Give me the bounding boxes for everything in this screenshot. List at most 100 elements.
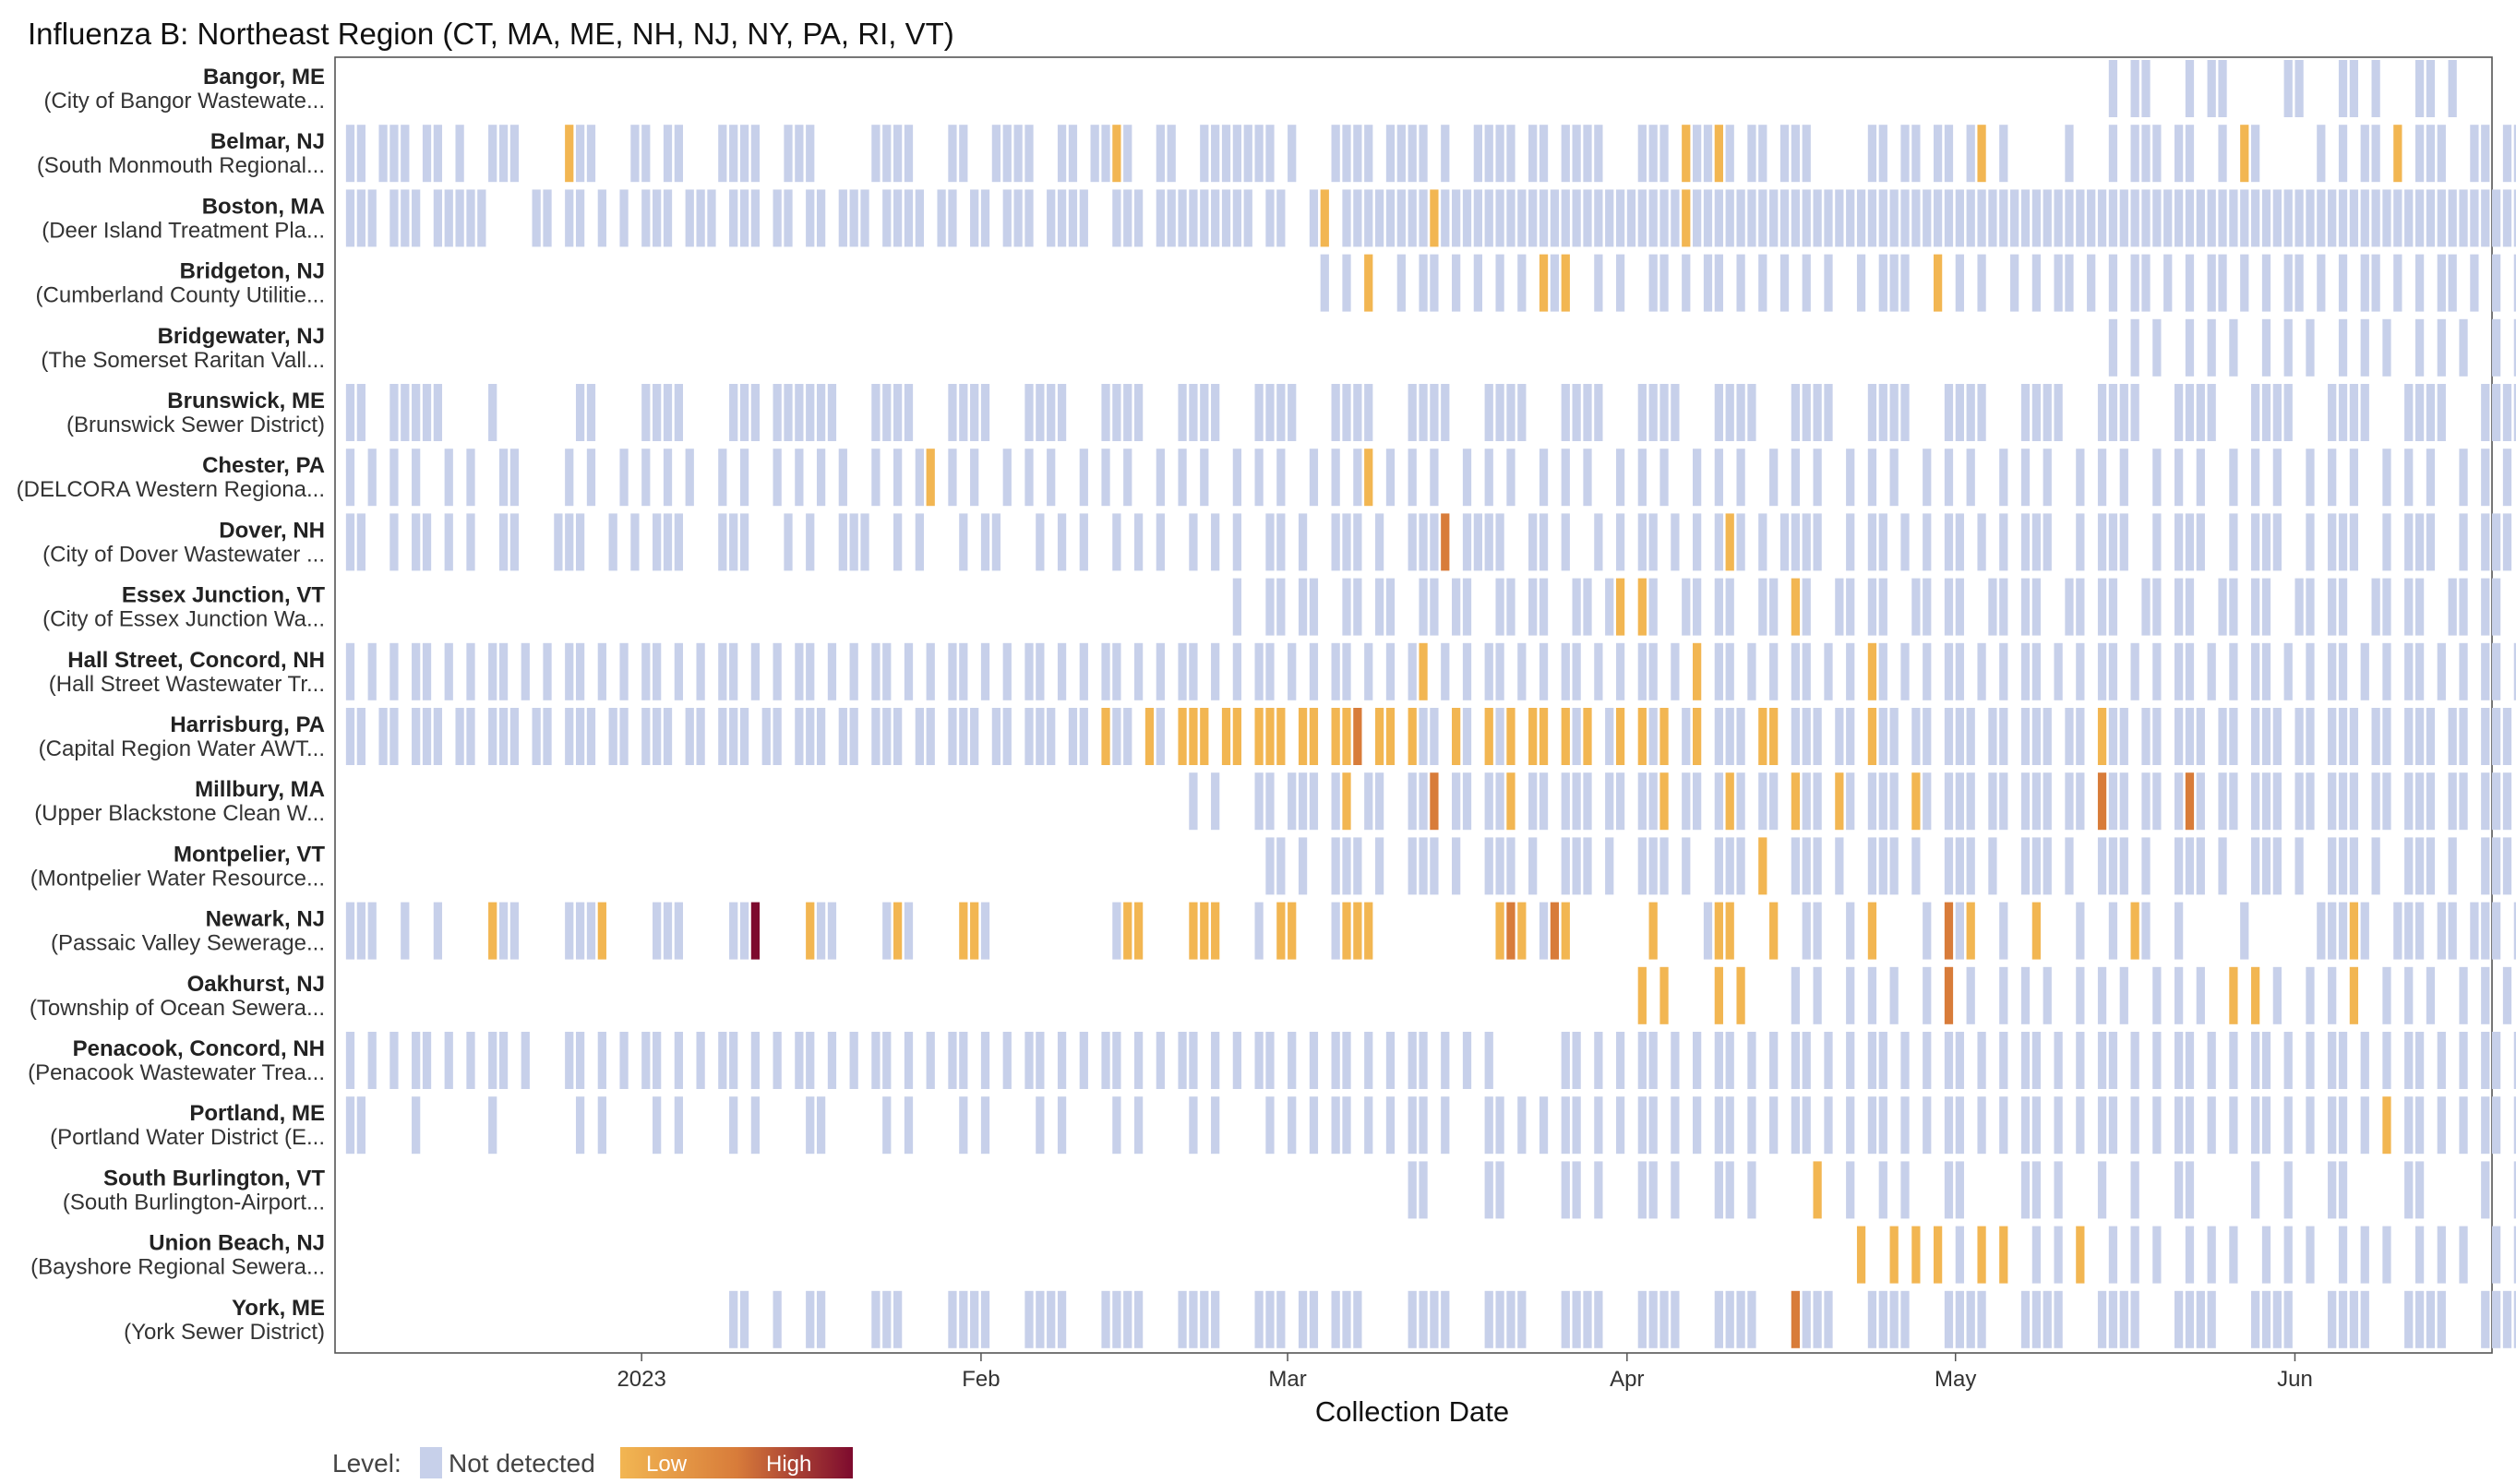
sample-cell (1769, 902, 1779, 960)
sample-cell (2141, 708, 2151, 765)
sample-cell (970, 384, 979, 441)
sample-cell (2108, 902, 2118, 960)
sample-cell (444, 1032, 453, 1089)
sample-cell (1495, 578, 1504, 636)
sample-cell (2251, 578, 2260, 636)
sample-cell (412, 642, 421, 700)
sample-cell (1265, 125, 1275, 183)
sample-cell (1671, 513, 1680, 571)
sample-cell (2020, 1096, 2031, 1155)
sample-cell (1254, 125, 1264, 183)
sample-cell (1637, 125, 1647, 183)
sample-cell (2502, 837, 2512, 895)
sample-cell (2152, 1032, 2162, 1089)
sample-cell (2108, 60, 2118, 117)
sample-cell (1408, 513, 1417, 571)
sample-cell (1583, 708, 1592, 765)
sample-cell (1714, 966, 1723, 1024)
sample-cell (1813, 966, 1822, 1024)
sample-cell (1561, 902, 1570, 960)
sample-cell (2229, 772, 2238, 831)
sample-cell (904, 1032, 914, 1089)
sample-cell (586, 708, 596, 765)
sample-cell (2054, 1290, 2063, 1348)
sample-cell (1068, 125, 1078, 183)
sample-cell (2251, 708, 2260, 765)
sample-cell (1276, 189, 1286, 247)
sample-cell (773, 189, 782, 247)
sample-cell (1495, 125, 1504, 183)
sample-cell (1123, 902, 1132, 960)
sample-cell (1923, 1032, 1932, 1089)
plant-name-label: (City of Essex Junction Wa... (42, 607, 325, 632)
site-name-label: South Burlington, VT (103, 1166, 325, 1191)
sample-cell (1517, 1290, 1527, 1348)
sample-cell (2076, 189, 2085, 247)
sample-cell (1276, 1290, 1286, 1348)
sample-cell (1671, 384, 1680, 441)
sample-cell (2229, 1032, 2238, 1089)
sample-cell (1353, 449, 1362, 507)
sample-cell (827, 642, 837, 700)
sample-cell (498, 642, 509, 700)
sample-cell (893, 125, 903, 183)
sample-cell (2108, 1226, 2118, 1284)
sample-cell (1900, 254, 1910, 312)
sample-cell (1419, 1161, 1428, 1219)
sample-cell (1342, 1032, 1351, 1089)
sample-cell (1013, 189, 1023, 247)
sample-cell (2229, 1226, 2238, 1284)
sample-cell (2437, 902, 2446, 960)
sample-cell (1911, 189, 1921, 247)
sample-cell (2459, 642, 2468, 700)
sample-cell (1736, 384, 1745, 441)
sample-cell (1966, 384, 1975, 441)
sample-cell (509, 125, 520, 183)
sample-cell (1211, 902, 1220, 960)
sample-cell (543, 708, 552, 765)
sample-cell (2152, 1226, 2162, 1284)
sample-cell (1747, 384, 1756, 441)
sample-cell (2031, 1226, 2042, 1284)
sample-cell (827, 902, 837, 960)
sample-cell (1955, 254, 1964, 312)
sample-cell (1353, 902, 1362, 960)
sample-cell (1944, 772, 1954, 831)
sample-cell (2043, 772, 2052, 831)
sample-cell (401, 902, 410, 960)
sample-cell (1408, 1096, 1417, 1155)
sample-cell (2459, 513, 2468, 571)
sample-cell (2207, 1290, 2216, 1348)
sample-cell (1178, 449, 1187, 507)
sample-cell (575, 1032, 585, 1089)
plant-name-label: (Portland Water District (E... (50, 1125, 325, 1150)
sample-cell (488, 1096, 497, 1155)
sample-cell (1693, 189, 1702, 247)
sample-cell (2338, 254, 2348, 312)
sample-cell (1671, 1032, 1680, 1089)
sample-cell (2470, 902, 2479, 960)
sample-cell (948, 449, 957, 507)
sample-cell (1889, 1290, 1899, 1348)
sample-cell (1900, 1290, 1910, 1348)
sample-cell (1276, 902, 1286, 960)
sample-cell (1682, 125, 1691, 183)
sample-cell (2119, 384, 2128, 441)
sample-cell (2459, 1096, 2468, 1155)
sample-cell (532, 708, 541, 765)
sample-cell (2031, 1161, 2042, 1219)
sample-cell (2338, 902, 2348, 960)
sample-cell (1342, 125, 1351, 183)
sample-cell (1408, 1161, 1417, 1219)
sample-cell (674, 384, 683, 441)
sample-cell (1835, 189, 1844, 247)
sample-cell (1309, 772, 1319, 831)
sample-cell (1561, 125, 1570, 183)
sample-cell (2360, 318, 2369, 377)
sample-cell (653, 384, 662, 441)
sample-cell (915, 189, 924, 247)
sample-cell (1923, 449, 1932, 507)
sample-cell (1725, 513, 1734, 571)
sample-cell (1408, 1290, 1417, 1348)
sample-cell (904, 902, 914, 960)
